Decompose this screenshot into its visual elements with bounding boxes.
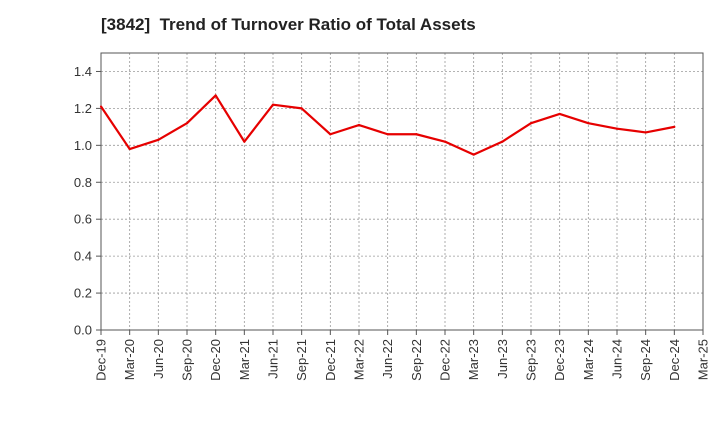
data-point <box>615 127 619 130</box>
data-point <box>386 133 389 136</box>
data-point <box>443 140 447 143</box>
data-point <box>214 94 217 97</box>
data-point <box>271 103 275 106</box>
x-tick-label: Dec-21 <box>323 339 338 381</box>
data-point <box>587 122 590 125</box>
x-tick-label: Dec-24 <box>667 339 682 381</box>
plot-border <box>100 52 704 331</box>
x-tick-label: Jun-21 <box>266 339 281 379</box>
data-point <box>185 122 189 125</box>
x-tick-label: Sep-24 <box>638 339 653 381</box>
data-point <box>644 131 647 134</box>
x-tick-label: Dec-20 <box>208 339 223 381</box>
data-point <box>243 140 246 143</box>
x-tick-label: Dec-23 <box>552 339 567 381</box>
tick-labels: 0.0 0.2 0.4 0.6 0.8 1.0 1.2 1.4 Dec-19 Mar-20 Jun-… <box>74 64 711 381</box>
x-tick-label: Dec-22 <box>438 339 453 381</box>
x-tick-label: Jun-23 <box>495 339 510 379</box>
axes <box>96 52 704 335</box>
x-tick-label: Sep-22 <box>409 339 424 381</box>
x-tick-label: Mar-20 <box>122 339 137 380</box>
data-point <box>128 147 131 151</box>
y-tick-label: 1.2 <box>74 101 92 116</box>
x-tick-label: Dec-19 <box>94 339 109 381</box>
y-tick-label: 1.4 <box>74 64 92 79</box>
data-point <box>157 138 160 141</box>
x-tick-label: Mar-22 <box>352 339 367 380</box>
y-tick-label: 0.8 <box>74 175 92 190</box>
data-point <box>99 105 103 108</box>
data-point <box>558 112 561 116</box>
data-point <box>472 153 475 156</box>
data-point <box>673 125 676 128</box>
data-point <box>415 133 418 136</box>
y-tick-label: 0.0 <box>74 323 92 338</box>
y-tick-label: 1.0 <box>74 138 92 153</box>
x-tick-label: Mar-21 <box>237 339 252 380</box>
x-tick-label: Sep-21 <box>294 339 309 381</box>
data-point <box>501 140 504 143</box>
x-tick-label: Sep-20 <box>180 339 195 381</box>
data-point <box>300 107 303 110</box>
data-point <box>357 123 361 127</box>
y-tick-label: 0.6 <box>74 212 92 227</box>
series-layer <box>99 94 676 156</box>
y-tick-label: 0.4 <box>74 249 92 264</box>
data-point <box>529 122 533 125</box>
x-tick-label: Mar-24 <box>581 339 596 380</box>
x-tick-label: Jun-22 <box>380 339 395 379</box>
x-tick-label: Mar-25 <box>696 339 711 380</box>
x-tick-label: Jun-24 <box>610 339 625 379</box>
chart-title: [3842] Trend of Turnover Ratio of Total … <box>101 15 476 34</box>
x-tick-label: Jun-20 <box>151 339 166 379</box>
plot-area <box>101 53 703 330</box>
y-tick-label: 0.2 <box>74 286 92 301</box>
data-point <box>329 133 332 136</box>
x-tick-label: Sep-23 <box>524 339 539 381</box>
x-tick-label: Mar-23 <box>466 339 481 380</box>
